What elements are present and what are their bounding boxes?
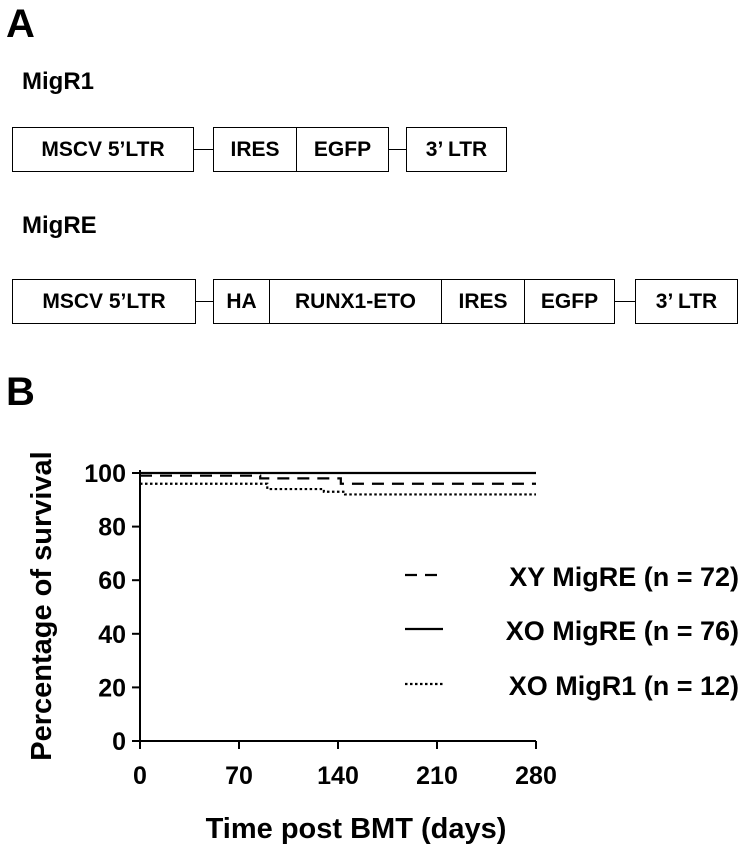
x-tick-label: 140	[317, 762, 359, 790]
panel-b-label: B	[6, 370, 35, 414]
migre-element-egfp: EGFP	[524, 279, 615, 324]
y-tick-label: 0	[112, 728, 126, 756]
series-lines	[140, 471, 536, 496]
construct-title-migre: MigRE	[22, 212, 97, 239]
migr1-element-mscv-5ltr: MSCV 5’LTR	[12, 127, 194, 172]
migr1-element-egfp: EGFP	[296, 127, 389, 172]
migre-element-ires: IRES	[441, 279, 525, 324]
legend: XY MigRE (n = 72) XO MigRE (n = 76) XO Mig…	[405, 562, 739, 701]
series-line-dotted	[140, 482, 536, 496]
legend-label: XY MigRE (n = 72)	[509, 562, 739, 592]
y-axis-label: Percentage of survival	[26, 451, 58, 760]
migre-linker-2	[615, 301, 635, 302]
legend-label: XO MigRE (n = 76)	[506, 616, 739, 646]
y-tick-label: 80	[98, 514, 126, 542]
migre-linker-1	[196, 301, 213, 302]
migr1-element-3ltr: 3’ LTR	[406, 127, 507, 172]
migr1-linker-2	[389, 149, 406, 150]
y-tick-label: 100	[84, 460, 126, 488]
x-tick-label: 70	[225, 762, 253, 790]
x-tick-label: 0	[133, 762, 147, 790]
series-line-dashed	[140, 474, 536, 485]
y-tick-label: 60	[98, 567, 126, 595]
x-tick-label: 210	[416, 762, 458, 790]
y-tick-label: 20	[98, 674, 126, 702]
migr1-element-ires: IRES	[213, 127, 297, 172]
legend-label: XO MigR1 (n = 12)	[509, 671, 739, 701]
x-axis-label: Time post BMT (days)	[206, 813, 507, 845]
migre-element-mscv-5ltr: MSCV 5’LTR	[12, 279, 196, 324]
migre-element-3ltr: 3’ LTR	[635, 279, 738, 324]
migre-element-ha: HA	[213, 279, 270, 324]
migre-element-runx1-eto: RUNX1-ETO	[269, 279, 442, 324]
migr1-linker-1	[194, 149, 213, 150]
x-tick-label: 280	[515, 762, 557, 790]
construct-title-migr1: MigR1	[22, 68, 94, 95]
y-tick-label: 40	[98, 621, 126, 649]
panel-a-label: A	[6, 2, 35, 46]
chart-axes	[139, 470, 536, 742]
axis-ticks: 0 20 40 60 80 100 0 70 140 210 280	[84, 460, 557, 790]
